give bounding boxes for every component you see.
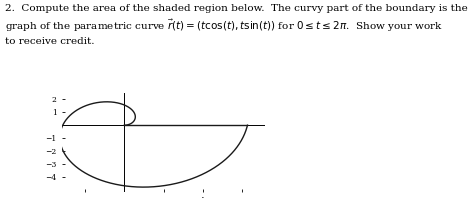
Text: 2.  Compute the area of the shaded region below.  The curvy part of the boundary: 2. Compute the area of the shaded region… <box>5 4 467 46</box>
